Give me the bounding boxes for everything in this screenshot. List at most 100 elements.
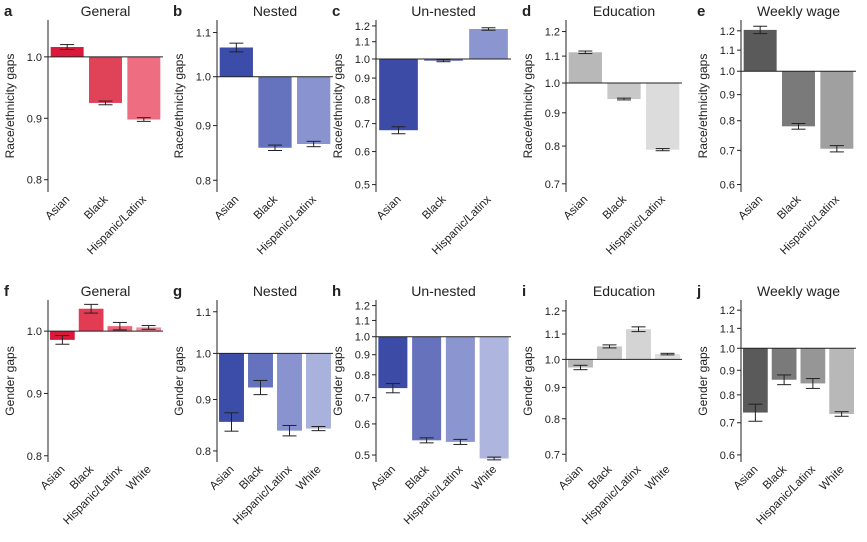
y-tick-label: 0.8 [196, 175, 211, 187]
panel-title: Education [593, 283, 655, 299]
bar [829, 348, 854, 414]
y-tick-label: 0.9 [27, 113, 42, 125]
category-label: Hispanic/Latinx [402, 463, 466, 527]
y-tick-label: 0.7 [720, 145, 735, 157]
category-label: Black [420, 193, 449, 222]
y-tick-label: 0.8 [545, 414, 560, 426]
y-tick-label: 0.9 [545, 382, 560, 394]
y-tick-label: 1.1 [355, 37, 370, 49]
panel-title: Un-nested [411, 3, 476, 19]
bar [297, 76, 331, 145]
panel-d: d Education 0.7 0.8 0.9 1.0 1.1 1.2 Race/ethnici… [521, 3, 682, 257]
y-tick-label: 0.5 [355, 180, 370, 192]
panel-title: Un-nested [411, 283, 476, 299]
y-tick-label: 1.1 [196, 27, 211, 39]
category-label: White [817, 464, 846, 493]
bar [800, 348, 826, 384]
y-tick-label: 0.8 [545, 141, 560, 153]
bar [277, 353, 302, 431]
panel-title: Weekly wage [757, 3, 840, 19]
category-label: Asian [208, 464, 237, 493]
panel-title: General [81, 3, 131, 19]
y-tick-label: 0.9 [27, 388, 42, 400]
y-tick-label: 0.7 [545, 449, 560, 461]
category-label: Asian [213, 194, 242, 223]
y-tick-label: 1.1 [355, 315, 370, 327]
panel-letter: i [522, 283, 526, 300]
panel-c: c Un-nested 0.5 0.6 0.7 0.8 0.9 1.0 1.1 1.2 Race/e… [331, 3, 511, 257]
category-label: White [294, 464, 323, 493]
y-axis-label: Gender gaps [696, 346, 710, 415]
y-tick-label: 0.5 [355, 450, 370, 462]
panel-title: Education [593, 3, 655, 19]
y-tick-label: 0.8 [196, 446, 211, 458]
y-tick-label: 0.8 [720, 390, 735, 402]
panel-title: Nested [253, 3, 297, 19]
y-tick-label: 0.9 [355, 350, 370, 362]
bar [378, 336, 408, 389]
y-tick-label: 0.9 [196, 121, 211, 133]
category-label: Black [601, 193, 630, 222]
y-tick-label: 1.2 [355, 301, 370, 313]
bar [743, 348, 768, 413]
panel-title: General [81, 283, 131, 299]
bar [607, 83, 641, 100]
y-tick-label: 1.1 [545, 329, 560, 341]
bar [50, 47, 84, 57]
panel-e: e Weekly wage 0.6 0.7 0.8 0.9 1.0 1.1 1.2 Race/et… [696, 3, 856, 257]
y-axis-label: Gender gaps [521, 346, 535, 415]
bar [89, 56, 122, 103]
category-label: Asian [43, 194, 72, 223]
bar [469, 28, 508, 59]
y-tick-label: 0.6 [355, 147, 370, 159]
category-label: Asian [557, 464, 586, 493]
bar [743, 29, 777, 72]
bar [258, 76, 292, 148]
y-tick-label: 1.2 [355, 21, 370, 33]
bar [219, 353, 244, 422]
category-label: White [643, 464, 672, 493]
y-tick-label: 0.9 [720, 90, 735, 102]
category-label: Asian [39, 464, 68, 493]
bar [568, 52, 602, 84]
category-label: Black [82, 193, 111, 222]
y-tick-label: 0.9 [545, 108, 560, 120]
category-label: Asian [375, 194, 404, 223]
panel-letter: c [332, 3, 340, 20]
y-tick-label: 1.1 [720, 323, 735, 335]
panel-letter: a [4, 3, 13, 20]
panel-a: a General 0.8 0.9 1.0 Race/ethnicity gaps Asia… [3, 3, 163, 257]
y-axis-label: Race/ethnicity gaps [696, 54, 710, 159]
y-tick-label: 1.0 [27, 326, 42, 338]
y-axis-label: Gender gaps [331, 346, 345, 415]
y-tick-label: 1.0 [545, 354, 560, 366]
bar [379, 58, 418, 131]
bar [127, 56, 161, 120]
y-tick-label: 0.9 [355, 73, 370, 85]
category-label: White [470, 464, 499, 493]
panel-title: Weekly wage [757, 283, 840, 299]
y-tick-label: 0.9 [720, 365, 735, 377]
y-tick-label: 0.9 [196, 394, 211, 406]
bar [597, 346, 622, 360]
y-tick-label: 0.7 [355, 119, 370, 131]
y-tick-label: 0.8 [355, 370, 370, 382]
y-axis-label: Race/ethnicity gaps [3, 54, 17, 159]
y-tick-label: 1.0 [196, 348, 211, 360]
y-tick-label: 1.2 [720, 26, 735, 38]
y-tick-label: 0.7 [545, 179, 560, 191]
y-tick-label: 0.8 [27, 451, 42, 463]
y-tick-label: 1.0 [27, 52, 42, 64]
panel-title: Nested [253, 283, 297, 299]
bar [445, 336, 475, 442]
panel-letter: j [696, 283, 701, 300]
panel-j: j Weekly wage 0.6 0.7 0.8 0.9 1.0 1.1 1.2 Gender … [696, 283, 856, 527]
y-tick-label: 0.6 [355, 419, 370, 431]
category-label: Black [775, 193, 804, 222]
y-tick-label: 1.0 [545, 78, 560, 90]
panel-letter: d [522, 3, 531, 20]
category-label: Asian [736, 194, 765, 223]
bar [568, 359, 593, 368]
